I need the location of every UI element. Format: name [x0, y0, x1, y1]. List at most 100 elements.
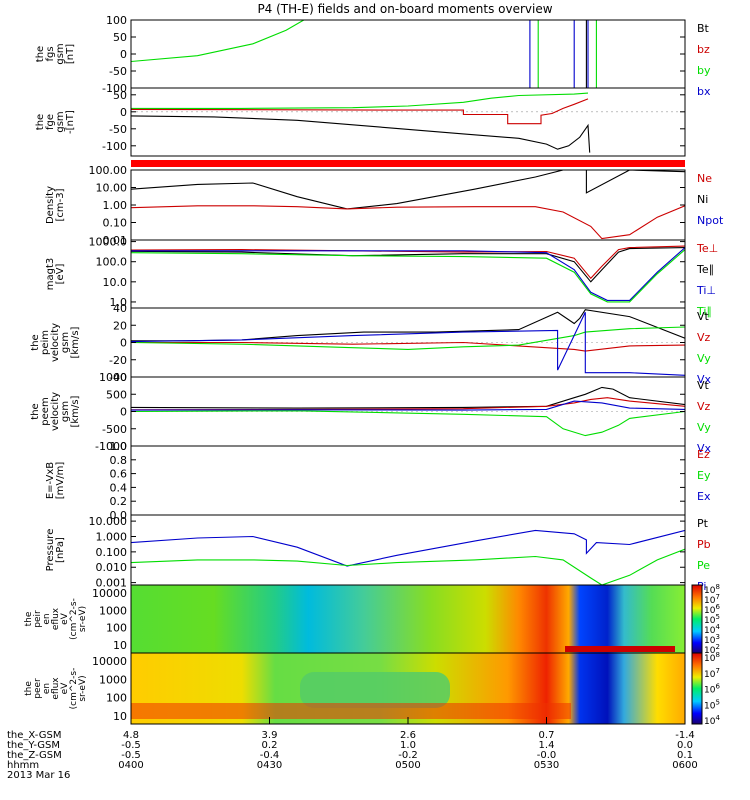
- y-tick-label: -100: [102, 82, 127, 95]
- colorbar-tick-label: 103: [704, 633, 720, 646]
- time-row-value: 0.2: [262, 740, 278, 751]
- y-axis-label: eflux: [51, 607, 61, 630]
- y-axis-label: eV: [60, 682, 70, 695]
- colorbar-tick-label: 105: [704, 613, 720, 626]
- y-axis-label: eV: [60, 612, 70, 625]
- time-row-value: 1.4: [539, 740, 555, 751]
- time-row-value: 0600: [672, 760, 697, 771]
- y-tick-label: 0.001: [96, 577, 128, 590]
- series-by: [131, 92, 589, 109]
- time-row-value: -0.5: [121, 740, 141, 751]
- time-row-label: hhmm: [7, 760, 39, 771]
- y-tick-label: 0.10: [103, 217, 128, 230]
- series-by: [131, 20, 305, 63]
- y-axis-label: the: [30, 334, 41, 350]
- series-Te∥: [131, 247, 685, 283]
- panel-fge: 50 0 -50 -100 the fge gsm -[nT]: [35, 87, 686, 157]
- legend-entry: Ti∥: [696, 305, 712, 318]
- y-tick-label: 10.0: [103, 276, 128, 289]
- y-axis-label: -[nT]: [65, 110, 76, 134]
- time-row-value: -0.2: [398, 750, 418, 761]
- legend-entry: Pb: [697, 538, 711, 551]
- colorbar-tick-label: 104: [704, 623, 720, 636]
- series-bz: [131, 98, 589, 125]
- y-tick-label: -20: [109, 354, 127, 367]
- y-tick-label: 500: [106, 388, 127, 401]
- y-tick-label: 0: [120, 406, 127, 419]
- legend-entry: Ti⊥: [696, 284, 716, 297]
- series-Vy: [131, 326, 685, 350]
- series-Vx: [131, 312, 685, 376]
- colorbar-tick-label: 107: [704, 667, 720, 680]
- y-tick-label: 1000: [99, 604, 127, 617]
- legend-entry: bz: [697, 43, 710, 56]
- legend-entry: Ne: [697, 172, 712, 185]
- series-Ni: [131, 170, 685, 210]
- panel-density: 100.00 10.00 1.00 0.10 0.01 Density [cm-3] Ne Ni…: [45, 164, 724, 247]
- y-axis-label: peim: [40, 330, 51, 355]
- y-tick-label: 0.4: [110, 481, 128, 494]
- legend-entry: Pe: [697, 559, 710, 572]
- y-axis-label: sr-eV): [78, 675, 88, 701]
- y-tick-label: 0: [120, 337, 127, 350]
- series-Bt: [131, 115, 591, 153]
- legend-entry: Vy: [697, 352, 711, 365]
- y-tick-label: 0: [120, 106, 127, 119]
- panel-temperature: 1000.0 100.0 10.0 1.0 magt3 [eV] Te⊥ Te∥ Ti⊥ Ti∥: [45, 236, 718, 318]
- y-axis-label: Pressure: [45, 529, 56, 572]
- date-label: 2013 Mar 16: [7, 770, 70, 781]
- y-tick-label: 100: [106, 14, 127, 27]
- legend-entry: Vt: [697, 379, 710, 392]
- panel-fgs: 100 50 0 -50 -100 the fgs gsm [nT] Bt bz by bx: [35, 14, 711, 98]
- legend-entry: Npot: [697, 214, 724, 227]
- y-axis-label: velocity: [50, 323, 61, 362]
- y-axis-label: fgs: [45, 46, 56, 61]
- y-axis-label: sr-eV): [78, 606, 88, 632]
- legend-entry: Ni: [697, 193, 708, 206]
- y-tick-label: -1000: [95, 440, 127, 453]
- y-axis-label: gsm: [60, 332, 71, 353]
- legend-entry: Ex: [697, 490, 711, 503]
- y-axis-label: [mV/m]: [55, 462, 66, 500]
- y-axis-label: [cm-3]: [55, 188, 66, 221]
- y-tick-label: 10: [113, 639, 127, 652]
- panel-velocity-peim: 40 20 0 -20 -40 the peim velocity gsm [km/s] Vt Vz V…: [30, 302, 712, 386]
- y-axis-label: the: [35, 114, 46, 130]
- time-row-label: the_Y-GSM: [7, 740, 60, 751]
- colorbar-1: [691, 584, 703, 654]
- y-tick-label: 10: [113, 710, 127, 723]
- series-Ti∥: [131, 249, 685, 303]
- series-Ne: [131, 205, 685, 240]
- y-tick-label: -50: [109, 65, 127, 78]
- colorbar-tick-label: 104: [704, 714, 720, 727]
- heatmaps: [130, 584, 703, 725]
- y-axis-label: gsm: [60, 401, 71, 422]
- legend-entry: Bt: [697, 22, 710, 35]
- legend-entry: Te⊥: [696, 242, 718, 255]
- time-row-value: 0400: [118, 760, 143, 771]
- y-tick-label: -100: [102, 140, 127, 153]
- y-tick-label: 40: [113, 302, 127, 315]
- y-axis-label: the: [35, 46, 46, 62]
- y-tick-label: 0.2: [110, 495, 128, 508]
- time-row-value: 0.0: [677, 740, 693, 751]
- legend-entry: Vt: [697, 310, 710, 323]
- time-row-value: -1.4: [675, 730, 695, 741]
- y-axis-label: peir: [33, 610, 43, 628]
- series-Vy: [131, 410, 685, 437]
- time-row-value: 1.0: [400, 740, 416, 751]
- peer-green-island: [300, 672, 450, 708]
- time-row-value: 4.8: [123, 730, 139, 741]
- y-axis-label: (cm^2-s-: [69, 598, 79, 640]
- y-tick-label: 10.00: [96, 182, 128, 195]
- series-Vx: [131, 400, 685, 411]
- y-tick-label: 1000: [99, 371, 127, 384]
- legend-entry: bx: [697, 85, 711, 98]
- y-axis-label: the: [24, 681, 34, 696]
- series-Vz: [131, 341, 685, 352]
- y-axis-label: gsm: [55, 43, 66, 64]
- y-tick-label: 10.000: [89, 515, 128, 528]
- y-axis-label: the: [24, 611, 34, 626]
- y-tick-label: 0.01: [103, 234, 128, 247]
- time-row-value: 2.6: [400, 730, 416, 741]
